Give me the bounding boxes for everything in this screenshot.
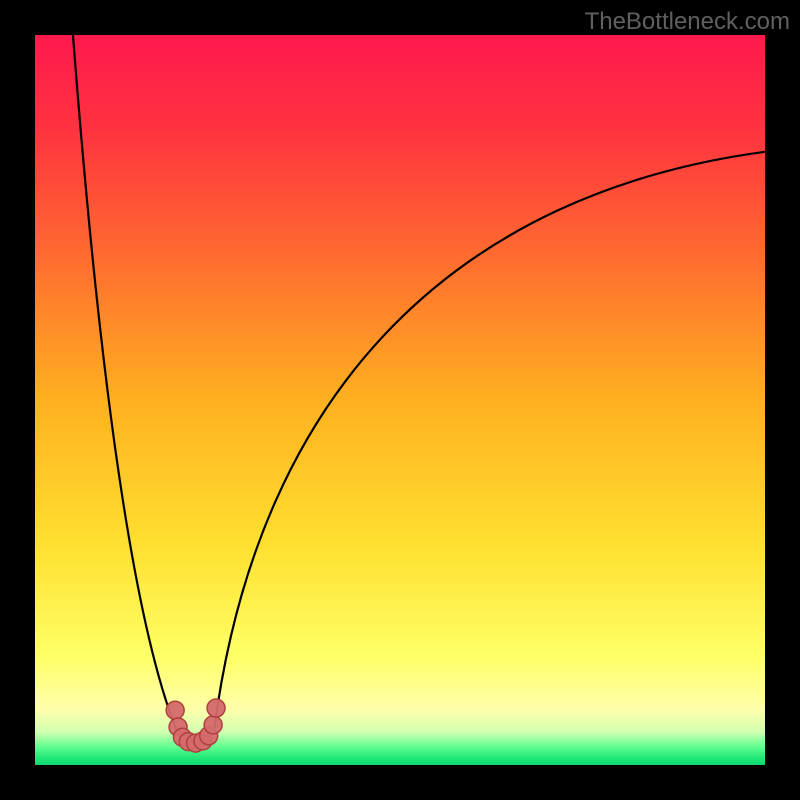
chart-root: TheBottleneck.com <box>0 0 800 800</box>
plot-svg <box>35 35 765 765</box>
plot-area <box>35 35 765 765</box>
trough-marker <box>166 701 184 719</box>
trough-marker <box>207 699 225 717</box>
trough-marker <box>204 716 222 734</box>
gradient-background <box>35 35 765 765</box>
watermark-text: TheBottleneck.com <box>585 8 790 36</box>
